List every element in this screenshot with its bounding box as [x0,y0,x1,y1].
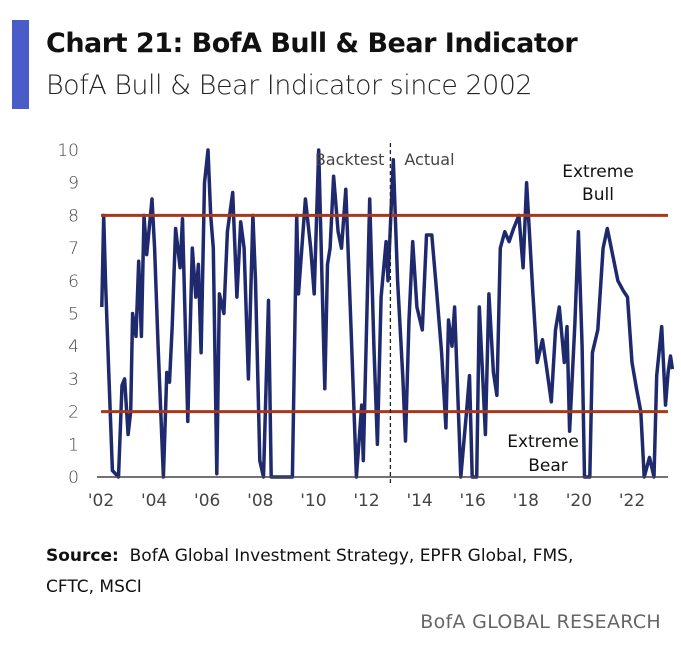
x-tick-label: '06 [194,491,220,511]
extreme-bull-label-2: Bull [582,185,614,205]
source-text: BofA Global Investment Strategy, EPFR Gl… [46,546,574,597]
series-line [100,148,675,479]
y-tick-label: 5 [68,305,79,325]
actual-label: Actual [404,150,454,169]
extreme-bull-label-1: Extreme [562,162,634,182]
x-tick-label: '10 [300,491,326,511]
y-tick-label: 8 [68,206,79,226]
y-tick-label: 9 [68,174,79,194]
chart-title: Chart 21: BofA Bull & Bear Indicator [46,28,578,59]
x-tick-label: '12 [353,491,379,511]
x-tick-label: '16 [460,491,486,511]
x-tick-label: '14 [406,491,432,511]
x-tick-label: '18 [513,491,539,511]
y-tick-label: 6 [68,272,79,292]
source-label: Source: [46,546,119,566]
y-tick-label: 1 [68,435,79,455]
backtest-label: Backtest [315,150,385,169]
y-tick-label: 7 [68,239,79,259]
y-tick-label: 3 [68,370,79,390]
y-tick-label: 2 [68,403,79,423]
x-tick-label: '08 [247,491,273,511]
x-tick-label: '04 [141,491,167,511]
y-tick-label: 10 [57,141,79,161]
chart: 0 1 2 3 4 5 6 7 8 9 10 '02 '04 '06 '08 '10 '12 '14 '16 '18 '… [57,141,675,511]
brand-label: BofA GLOBAL RESEARCH [420,611,661,633]
source-note: Source: BofA Global Investment Strategy,… [46,541,606,603]
accent-bar [12,20,29,109]
x-tick-label: '22 [619,491,645,511]
chart-subtitle: BofA Bull & Bear Indicator since 2002 [46,70,533,101]
x-tick-label: '02 [88,491,114,511]
x-tick-label: '20 [566,491,592,511]
y-tick-label: 4 [68,337,79,357]
extreme-bear-label-1: Extreme [507,432,579,452]
extreme-bear-label-2: Bear [528,456,568,476]
y-tick-label: 0 [68,468,79,488]
